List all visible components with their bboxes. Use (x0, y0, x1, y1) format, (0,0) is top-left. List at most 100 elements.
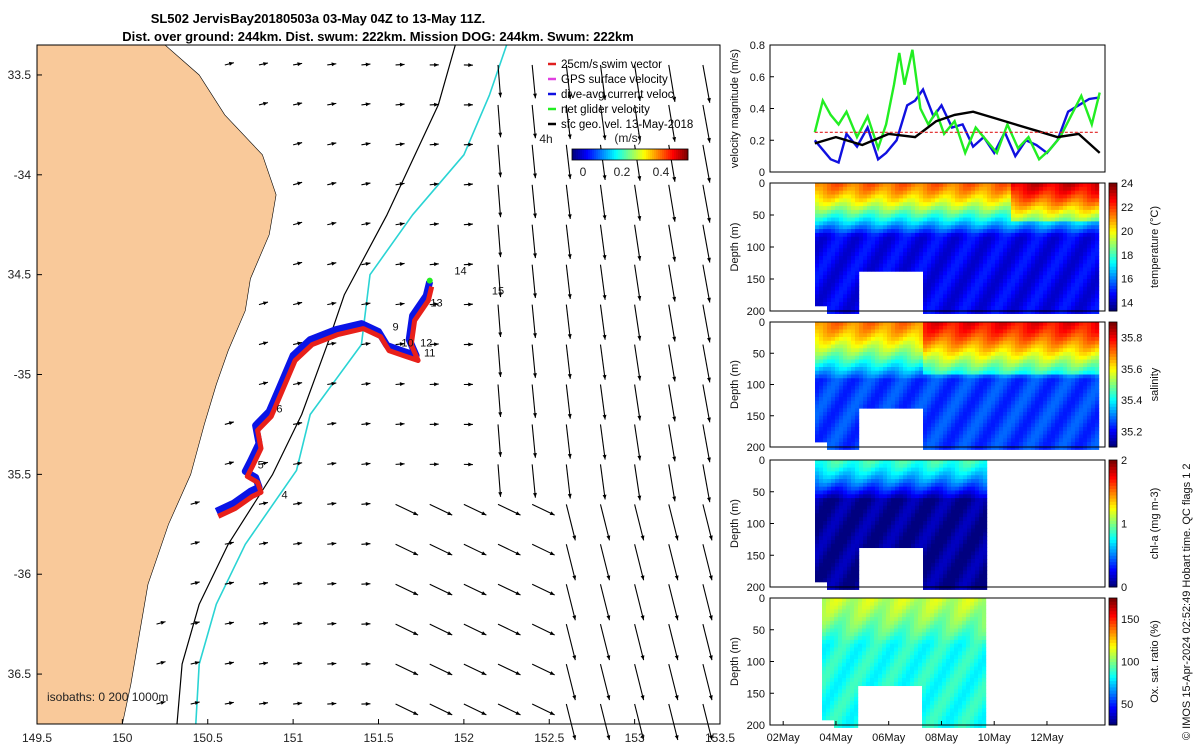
section-cell (1087, 283, 1091, 287)
section-cell (879, 348, 883, 352)
section-cell (1015, 283, 1019, 287)
section-cell (967, 360, 971, 364)
section-cell (847, 271, 851, 275)
section-cell (923, 322, 927, 326)
section-cell (895, 229, 899, 233)
section-cell (955, 291, 959, 295)
section-cell (895, 337, 899, 341)
section-cell (1027, 275, 1031, 279)
section-cell (855, 241, 859, 245)
section-cell (843, 333, 847, 337)
section-cell (1031, 341, 1035, 345)
section-cell (1039, 397, 1043, 401)
section-cell (843, 431, 847, 435)
section-cell (907, 341, 911, 345)
section-cell (1051, 271, 1055, 275)
section-cell (907, 333, 911, 337)
section-cell (1091, 306, 1095, 310)
section-cell (959, 438, 963, 442)
section-cell (899, 237, 903, 241)
section-cell (1075, 267, 1079, 271)
section-cell (1039, 187, 1043, 191)
section-cell (1047, 326, 1051, 330)
section-cell (975, 206, 979, 210)
section-cell (847, 291, 851, 295)
section-cell (1031, 363, 1035, 367)
section-cell (911, 363, 915, 367)
section-cell (991, 375, 995, 379)
section-cell (915, 367, 919, 371)
section-cell (1087, 218, 1091, 222)
velocity-y-tick-label: 0.4 (750, 104, 765, 116)
section-cell (1007, 423, 1011, 427)
map-y-tick-label: 33.5 (8, 68, 32, 82)
section-cell (851, 390, 855, 394)
section-cell (1015, 393, 1019, 397)
section-cell (1003, 446, 1007, 450)
section-cell (947, 446, 951, 450)
section-cell (1043, 298, 1047, 302)
section-cell (859, 191, 863, 195)
section-cell (931, 401, 935, 405)
section-cell (1023, 187, 1027, 191)
section-cell (959, 408, 963, 412)
section-cell (1015, 206, 1019, 210)
section-cell (923, 306, 927, 310)
section-cell (963, 375, 967, 379)
section-cell (1047, 275, 1051, 279)
section-cell (927, 438, 931, 442)
section-cell (895, 195, 899, 199)
section-cell (999, 206, 1003, 210)
section-cell (943, 371, 947, 375)
section-cell (987, 183, 991, 187)
section-cell (1079, 260, 1083, 264)
section-cell (951, 260, 955, 264)
section-cell (947, 283, 951, 287)
section-cell (899, 244, 903, 248)
section-cell (859, 237, 863, 241)
section-cell (951, 206, 955, 210)
section-cell (903, 229, 907, 233)
section-cell (951, 221, 955, 225)
section-cell (1035, 408, 1039, 412)
section-cell (1019, 348, 1023, 352)
section-cell (891, 393, 895, 397)
section-cell (827, 427, 831, 431)
section-cell (975, 333, 979, 337)
section-cell (1063, 322, 1067, 326)
section-cell (907, 241, 911, 245)
section-cell (999, 195, 1003, 199)
section-cell (991, 333, 995, 337)
section-cell (1059, 195, 1063, 199)
section-cell (863, 371, 867, 375)
section-cell (919, 386, 923, 390)
section-cell (1063, 378, 1067, 382)
section-cell (915, 360, 919, 364)
section-cell (823, 291, 827, 295)
section-cell (903, 401, 907, 405)
section-cell (943, 405, 947, 409)
section-cell (955, 375, 959, 379)
section-cell (831, 341, 835, 345)
colorbar-cell (622, 149, 624, 160)
section-cell (1035, 191, 1039, 195)
section-cell (931, 298, 935, 302)
section-cell (827, 423, 831, 427)
section-cell (1079, 294, 1083, 298)
section-cell (1059, 405, 1063, 409)
section-cell (1067, 229, 1071, 233)
section-cell (1071, 302, 1075, 306)
section-cell (1023, 326, 1027, 330)
section-cell (843, 375, 847, 379)
section-cell (999, 333, 1003, 337)
section-cell (927, 229, 931, 233)
section-cell (939, 191, 943, 195)
section-cell (1035, 431, 1039, 435)
section-cell (1051, 206, 1055, 210)
section-cell (887, 202, 891, 206)
section-cell (835, 412, 839, 416)
section-cell (959, 435, 963, 439)
section-cell (1075, 390, 1079, 394)
section-cell (815, 401, 819, 405)
